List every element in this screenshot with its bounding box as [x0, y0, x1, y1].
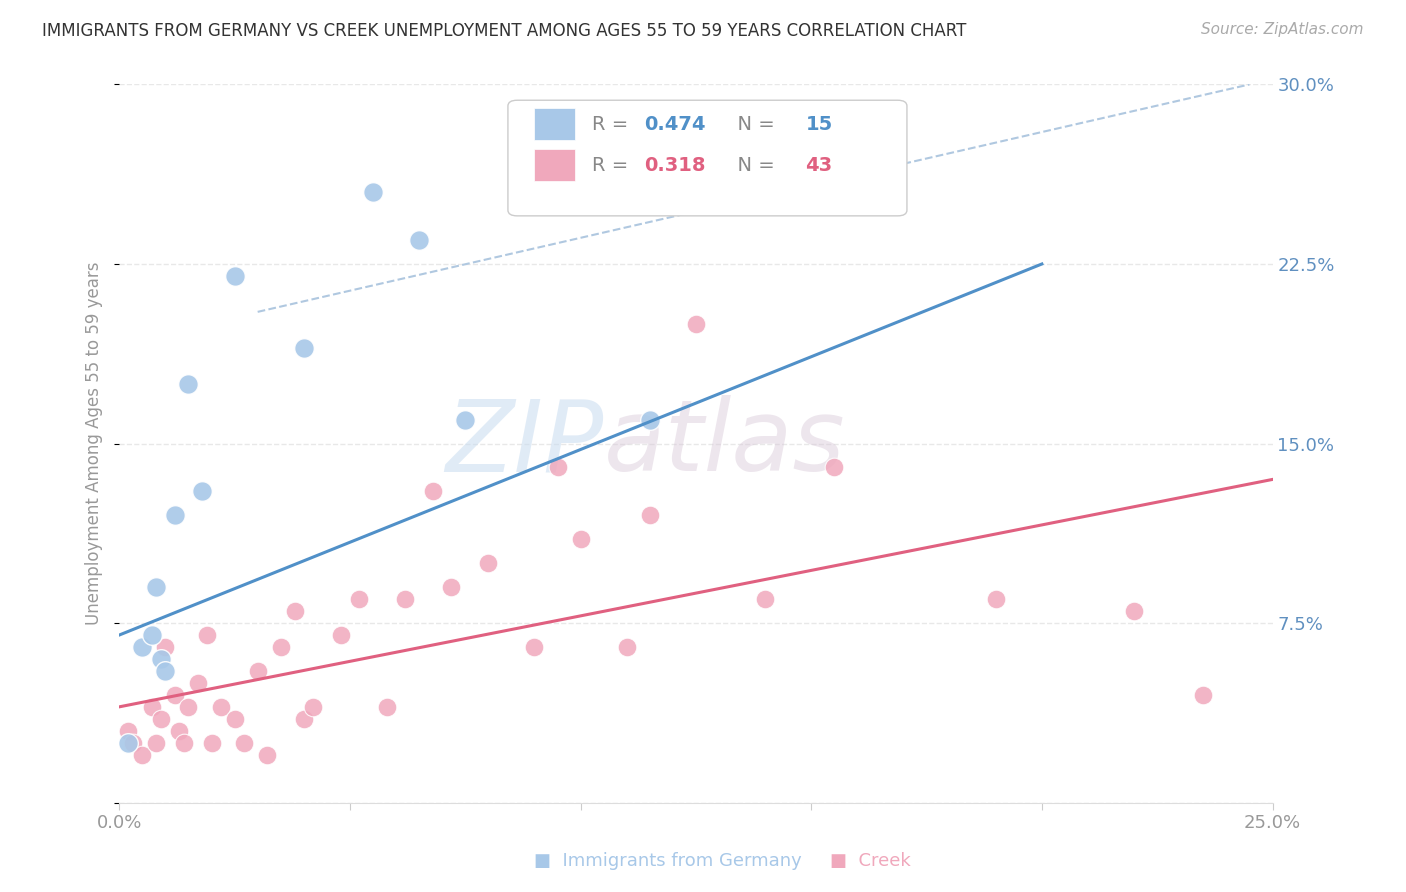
- Point: [375, 699, 398, 714]
- Point: [440, 580, 463, 594]
- FancyBboxPatch shape: [508, 100, 907, 216]
- Point: [1123, 604, 1146, 618]
- Point: [422, 484, 444, 499]
- Point: [191, 484, 214, 499]
- Point: [292, 341, 315, 355]
- Text: atlas: atlas: [603, 395, 845, 492]
- Point: [616, 640, 638, 654]
- Text: ■  Immigrants from Germany: ■ Immigrants from Germany: [534, 852, 801, 870]
- Point: [177, 376, 200, 391]
- Point: [117, 723, 139, 738]
- Point: [163, 688, 186, 702]
- Point: [224, 268, 246, 283]
- Point: [256, 747, 278, 762]
- Point: [347, 592, 370, 607]
- Point: [131, 747, 153, 762]
- Point: [246, 664, 269, 678]
- Point: [155, 640, 177, 654]
- FancyBboxPatch shape: [534, 108, 575, 140]
- Point: [329, 628, 352, 642]
- Point: [173, 736, 195, 750]
- Point: [361, 185, 384, 199]
- Text: N =: N =: [724, 156, 780, 175]
- Point: [200, 736, 222, 750]
- Point: [823, 460, 845, 475]
- Point: [141, 699, 163, 714]
- Point: [569, 533, 592, 547]
- Point: [224, 712, 246, 726]
- Text: 43: 43: [806, 156, 832, 175]
- Point: [523, 640, 546, 654]
- Point: [270, 640, 292, 654]
- FancyBboxPatch shape: [534, 149, 575, 181]
- Point: [141, 628, 163, 642]
- Point: [149, 712, 172, 726]
- Point: [232, 736, 254, 750]
- Point: [984, 592, 1007, 607]
- Point: [1399, 556, 1406, 570]
- Point: [638, 412, 661, 426]
- Text: 0.318: 0.318: [644, 156, 706, 175]
- Text: 0.474: 0.474: [644, 115, 706, 134]
- Point: [454, 412, 477, 426]
- Point: [394, 592, 416, 607]
- Point: [117, 736, 139, 750]
- Point: [145, 736, 167, 750]
- Text: IMMIGRANTS FROM GERMANY VS CREEK UNEMPLOYMENT AMONG AGES 55 TO 59 YEARS CORRELAT: IMMIGRANTS FROM GERMANY VS CREEK UNEMPLO…: [42, 22, 966, 40]
- Point: [292, 712, 315, 726]
- Text: ■  Creek: ■ Creek: [830, 852, 910, 870]
- Point: [754, 592, 776, 607]
- Point: [1192, 688, 1215, 702]
- Text: ZIP: ZIP: [446, 395, 603, 492]
- Point: [145, 580, 167, 594]
- Point: [209, 699, 232, 714]
- Point: [638, 508, 661, 523]
- Point: [163, 508, 186, 523]
- Text: Source: ZipAtlas.com: Source: ZipAtlas.com: [1201, 22, 1364, 37]
- Point: [547, 460, 569, 475]
- Point: [408, 233, 430, 247]
- Text: 15: 15: [806, 115, 832, 134]
- Text: R =: R =: [592, 156, 634, 175]
- Point: [122, 736, 145, 750]
- Point: [149, 652, 172, 666]
- Point: [195, 628, 218, 642]
- Text: N =: N =: [724, 115, 780, 134]
- Point: [167, 723, 190, 738]
- Point: [685, 317, 707, 331]
- Y-axis label: Unemployment Among Ages 55 to 59 years: Unemployment Among Ages 55 to 59 years: [86, 261, 103, 625]
- Point: [155, 664, 177, 678]
- Point: [177, 699, 200, 714]
- Point: [131, 640, 153, 654]
- Point: [284, 604, 307, 618]
- Point: [477, 556, 499, 570]
- Point: [187, 676, 209, 690]
- Point: [1308, 580, 1330, 594]
- Text: R =: R =: [592, 115, 634, 134]
- Point: [302, 699, 325, 714]
